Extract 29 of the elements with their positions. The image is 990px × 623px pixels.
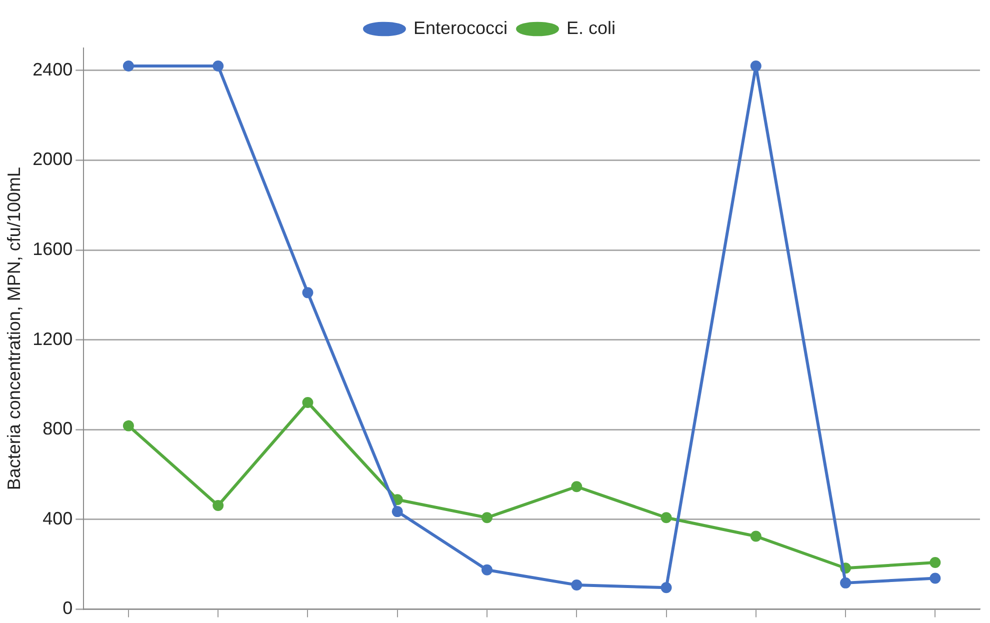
y-tick-label: 800 [42, 418, 73, 439]
point [392, 506, 403, 518]
point [482, 512, 493, 524]
point [930, 557, 941, 568]
point [302, 396, 314, 408]
point [660, 582, 672, 594]
point [212, 500, 224, 511]
legend-label: Enterococci [413, 18, 508, 38]
point [212, 60, 224, 72]
point [660, 512, 672, 524]
point [392, 494, 403, 506]
point [302, 287, 314, 298]
y-tick-label: 400 [42, 508, 73, 528]
point [571, 579, 582, 590]
point [930, 572, 941, 584]
point [482, 564, 493, 576]
point [122, 420, 134, 432]
y-tick-label: 2000 [32, 149, 73, 170]
point [571, 481, 582, 492]
point [122, 60, 134, 72]
y-tick-label: 1600 [32, 239, 73, 259]
point [750, 60, 762, 72]
y-tick-label: 2400 [32, 59, 73, 80]
point [840, 577, 852, 588]
y-tick-label: 1200 [32, 328, 73, 349]
point [750, 530, 762, 542]
y-tick-label: 0 [62, 598, 73, 618]
y-axis-title: Bacteria concentration, MPN, cfu/100mL [4, 167, 24, 490]
legend-label: E. coli [566, 18, 616, 38]
